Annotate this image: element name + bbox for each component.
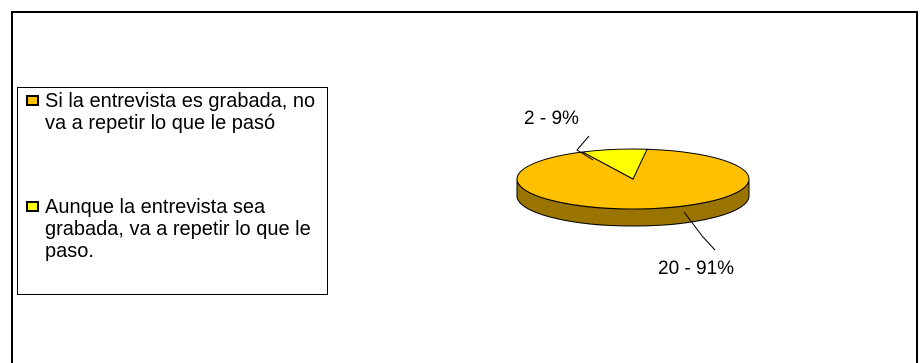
legend-item-repetir: Aunque la entrevista sea grabada, va a r… [26, 196, 316, 262]
leader-line-large [683, 211, 716, 251]
data-label-small: 2 - 9% [524, 108, 579, 129]
leader-line-small [576, 135, 594, 161]
legend-swatch-orange [26, 95, 39, 106]
legend-item-no-repetir: Si la entrevista es grabada, no va a rep… [26, 90, 316, 134]
legend-label: Aunque la entrevista sea grabada, va a r… [45, 196, 311, 262]
legend-label: Si la entrevista es grabada, no va a rep… [45, 90, 316, 134]
legend-swatch-yellow [26, 201, 39, 212]
data-label-large: 20 - 91% [658, 258, 734, 279]
pie-slice-repetir [580, 148, 648, 180]
chart-frame [11, 11, 918, 363]
legend: Si la entrevista es grabada, no va a rep… [17, 87, 328, 295]
